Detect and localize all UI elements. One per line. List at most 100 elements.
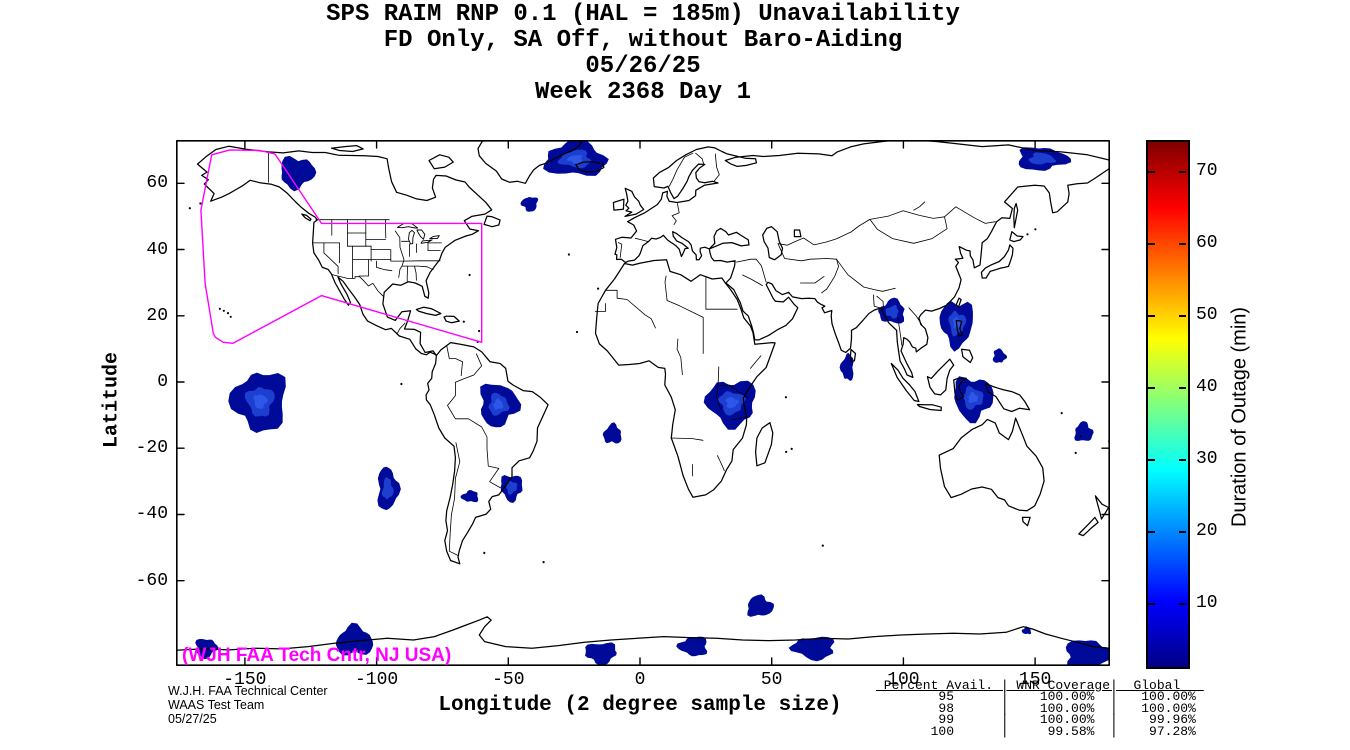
small-island-dot [821, 544, 824, 547]
outage-region [747, 594, 774, 617]
small-island-dot [478, 329, 481, 333]
colorbar-label: Duration of Outage (min) [1228, 306, 1251, 528]
country-border [777, 206, 996, 246]
colorbar-tick [1148, 530, 1155, 533]
country-border [750, 355, 762, 369]
small-island-dot [1060, 412, 1063, 415]
plot-title-line-1: SPS RAIM RNP 0.1 (HAL = 185m) Unavailabi… [326, 1, 960, 28]
x-tick-label: 100 [887, 670, 920, 690]
coastline [1009, 231, 1024, 243]
country-border [716, 366, 722, 410]
coastline [196, 145, 493, 357]
x-tick-label: 150 [1018, 670, 1052, 690]
availability-table-row: 95 | 100.00% | 100.00% [876, 689, 1204, 705]
lake-outline [420, 239, 433, 244]
country-border [873, 294, 884, 310]
small-island-dot [1079, 435, 1082, 438]
country-border [414, 265, 417, 281]
lake-outline [429, 235, 440, 240]
world-map [176, 140, 1110, 666]
outage-region [335, 622, 374, 656]
country-border [913, 201, 926, 211]
country-border [594, 303, 606, 312]
coastline [1021, 516, 1031, 527]
country-border [676, 338, 683, 376]
colorbar-tick [1179, 603, 1186, 605]
country-border [777, 243, 837, 262]
y-tick-label: -40 [135, 504, 168, 525]
small-island-dot [229, 315, 232, 318]
country-border [821, 258, 839, 294]
small-island-dot [483, 551, 486, 554]
country-border [742, 274, 763, 286]
outage-region [992, 348, 1008, 363]
small-island-dot [1074, 451, 1077, 454]
country-border [897, 317, 903, 346]
colorbar-tick-label: 40 [1196, 376, 1218, 397]
coastline [754, 422, 774, 467]
coastline [612, 198, 625, 211]
colorbar-tick [1148, 314, 1155, 317]
country-border [731, 416, 747, 421]
country-border [664, 275, 704, 318]
coastline [984, 382, 1031, 413]
plot-frame [176, 140, 1110, 666]
y-tick-label: 20 [146, 305, 168, 326]
availability-table-header: _Percent_Avail._|_WNR_Coverage|__Global_… [876, 678, 1204, 693]
y-tick-label: 0 [157, 372, 168, 392]
country-border [670, 437, 704, 441]
x-tick-label: 50 [760, 670, 783, 690]
country-border [755, 258, 767, 283]
country-border [836, 258, 896, 292]
coastline [926, 358, 955, 396]
availability-table: _Percent_Avail._|_WNR_Coverage|__Global_… [876, 678, 1204, 739]
colorbar-tick [1179, 170, 1186, 173]
small-island-dot [567, 253, 570, 256]
small-island-dot [226, 312, 230, 315]
colorbar-tick [1148, 242, 1155, 245]
coastline [938, 417, 1045, 512]
country-border [668, 152, 694, 187]
coastline [1078, 516, 1099, 537]
colorbar-tick [1179, 242, 1186, 245]
small-island-dot [218, 307, 221, 310]
country-border [417, 265, 434, 271]
coastline [443, 315, 460, 324]
coastline [624, 187, 645, 218]
country-border [634, 237, 649, 242]
waas-coverage-boundary [200, 149, 483, 344]
coastline [955, 319, 964, 337]
outage-region [676, 636, 708, 657]
country-border [736, 258, 757, 263]
country-border [695, 152, 705, 165]
coastline [330, 144, 364, 153]
colorbar [1146, 140, 1190, 669]
colorbar-tick [1148, 603, 1155, 605]
small-island-dot [462, 320, 465, 323]
coastline [960, 348, 974, 364]
coastline [916, 403, 942, 412]
country-border [800, 276, 825, 284]
coastline [793, 229, 802, 238]
country-border [719, 384, 749, 398]
outage-region-core [1028, 152, 1056, 165]
coastline [415, 306, 442, 317]
map-credit-text: (WJH FAA Tech Cntr, NJ USA) [182, 645, 452, 666]
outage-region [281, 155, 317, 192]
outage-region-peak [953, 316, 962, 329]
colorbar-tick-label: 10 [1196, 593, 1218, 613]
country-border [323, 242, 339, 275]
y-tick-label: 60 [146, 173, 168, 194]
availability-table-row: 100 | 99.58% | 97.28% [876, 723, 1204, 739]
coastline [594, 259, 776, 498]
country-border [396, 322, 406, 335]
country-border [406, 265, 409, 282]
small-island-dot [468, 273, 471, 277]
plot-title-date: 05/26/25 [585, 53, 701, 80]
colorbar-tick-label: 60 [1196, 232, 1218, 253]
footer-line-2: WAAS Test Team [168, 698, 265, 712]
coastline [477, 140, 584, 184]
coastline [890, 362, 920, 403]
outage-region [602, 422, 622, 444]
